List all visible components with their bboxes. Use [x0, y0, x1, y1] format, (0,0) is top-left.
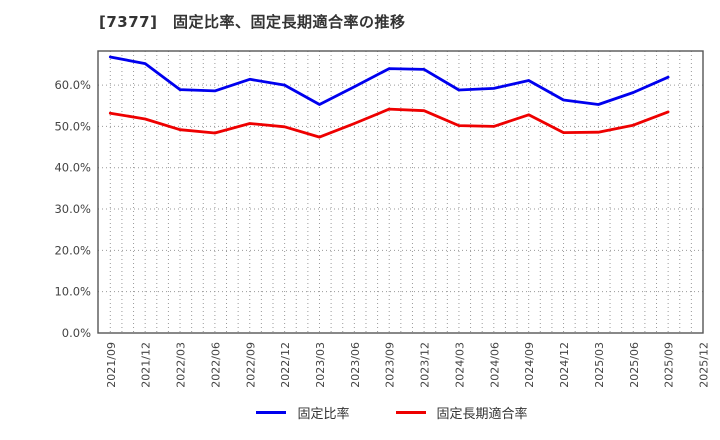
y-tick-label: 50.0% [54, 119, 91, 133]
y-tick-label: 20.0% [54, 243, 91, 257]
x-tick-label: 2025/03 [593, 342, 606, 388]
legend-item-fixed-ratio: 固定比率 [256, 403, 350, 422]
x-tick-label: 2021/09 [105, 342, 118, 388]
x-tick-label: 2021/12 [140, 342, 153, 388]
legend-swatch-blue-line [256, 411, 287, 414]
x-tick-label: 2022/12 [279, 342, 292, 388]
x-tick-label: 2024/12 [558, 342, 571, 388]
series-line-0 [108, 55, 670, 106]
x-tick-label: 2022/09 [244, 342, 257, 388]
x-tick-label: 2025/12 [698, 342, 711, 388]
legend-swatch-red-line [395, 411, 426, 414]
x-tick-label: 2024/06 [488, 342, 501, 388]
y-tick-label: 0.0% [62, 326, 91, 340]
legend-label: 固定長期適合率 [436, 407, 528, 422]
chart-legend: 固定比率 固定長期適合率 [80, 403, 704, 422]
x-tick-label: 2023/06 [349, 342, 362, 388]
x-tick-label: 2023/09 [384, 342, 397, 388]
x-tick-label: 2022/06 [209, 342, 222, 388]
y-tick-label: 10.0% [54, 285, 91, 299]
x-tick-label: 2024/09 [523, 342, 536, 388]
legend-label: 固定比率 [297, 407, 350, 422]
x-tick-label: 2024/03 [453, 342, 466, 388]
y-tick-label: 60.0% [54, 78, 91, 92]
legend-item-fixed-long-term-ratio: 固定長期適合率 [395, 403, 528, 422]
chart-title: [7377] 固定比率、固定長期適合率の推移 [99, 13, 406, 31]
x-tick-label: 2023/03 [314, 342, 327, 388]
x-tick-label: 2022/03 [175, 342, 188, 388]
x-tick-label: 2023/12 [419, 342, 432, 388]
plot-frame [97, 50, 704, 334]
series-line-1 [108, 107, 670, 139]
x-tick-label: 2025/06 [628, 342, 641, 388]
y-tick-label: 30.0% [54, 202, 91, 216]
x-tick-label: 2025/09 [663, 342, 676, 388]
y-tick-label: 40.0% [54, 161, 91, 175]
